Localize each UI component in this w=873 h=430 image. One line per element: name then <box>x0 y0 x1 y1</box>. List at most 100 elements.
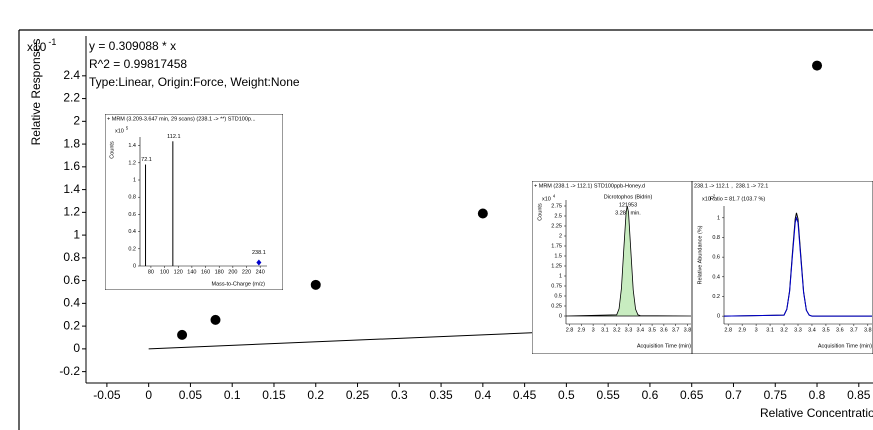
x-tick-label: 0.15 <box>262 388 286 402</box>
y-axis-label: Counts <box>109 141 115 159</box>
y-tick-label: 1.5 <box>554 253 562 259</box>
y-multiplier-exponent: 5 <box>126 126 129 131</box>
x-tick-label: 0.6 <box>642 388 659 402</box>
y-multiplier-exponent: 4 <box>553 194 556 199</box>
y-multiplier: x10 <box>542 196 551 202</box>
y-tick-label: -0.2 <box>59 364 80 378</box>
data-point <box>177 329 188 340</box>
x-tick-label: 3.7 <box>672 328 680 334</box>
precursor-label: 238.1 <box>252 250 266 256</box>
y-tick-label: 2.5 <box>554 213 562 219</box>
data-point <box>812 60 823 71</box>
x-tick-label: 0.65 <box>680 388 704 402</box>
y-tick-label: 0.6 <box>128 212 136 218</box>
x-axis-label: Relative Concentration <box>760 406 873 420</box>
y-tick-label: 0.2 <box>63 318 80 332</box>
chart-title: + MRM (238.1 -> 112.1) STD100ppb-Honey.d <box>534 183 645 189</box>
x-tick-label: 100 <box>160 270 169 276</box>
y-axis-label: Relative Responses <box>29 39 43 146</box>
x-tick-label: 0.25 <box>346 388 370 402</box>
chromatogram-line <box>723 215 872 317</box>
legend-separator: , <box>731 183 733 189</box>
y-tick-label: 1 <box>133 177 136 183</box>
y-tick-label: 1.8 <box>63 136 80 150</box>
data-point <box>310 279 321 290</box>
peak-label: 112.1 <box>167 134 180 140</box>
y-tick-label: 2 <box>73 113 80 127</box>
inset-chart: 2.8 2.9 3 3.1 3.2 3.3 3.4 3.5 3.6 3.7 3.8 0 0.2 0.4 0.… <box>692 181 873 354</box>
y-tick-label: 1 <box>559 273 562 279</box>
x-tick-label: 140 <box>187 270 196 276</box>
legend-entry: 238.1 -> 112.1 <box>694 183 729 189</box>
y-tick-label: 0.25 <box>551 303 562 309</box>
x-tick-label: 3.6 <box>836 328 844 334</box>
y-tick-label: 2.25 <box>551 223 562 229</box>
x-tick-label: 3.2 <box>780 328 788 334</box>
x-tick-label: 3.1 <box>601 328 609 334</box>
inset-box <box>532 181 692 354</box>
y-tick-label: 1.4 <box>128 143 136 149</box>
x-tick-label: 240 <box>256 270 265 276</box>
y-tick-label: 1.75 <box>551 243 562 249</box>
legend-entry: 238.1 -> 72.1 <box>736 183 769 189</box>
x-tick-label: 0.5 <box>558 388 575 402</box>
y-tick-label: 2.4 <box>63 68 80 82</box>
y-multiplier-exponent: -1 <box>48 37 56 47</box>
inset-chart: 80 100 120 140 160 180 200 220 240 0 0.2 0.4 0.6 0.8 1… <box>105 114 283 290</box>
y-tick-label: 1.2 <box>128 160 136 166</box>
y-tick-label: 0.4 <box>63 296 80 310</box>
y-tick-label: 1.4 <box>63 182 80 196</box>
x-tick-label: 220 <box>242 270 251 276</box>
x-tick-label: 3.5 <box>822 328 830 334</box>
x-tick-label: 80 <box>148 270 154 276</box>
y-tick-label: 0.6 <box>712 255 720 261</box>
x-tick-label: 2.9 <box>578 328 586 334</box>
y-tick-label: 0 <box>559 313 562 319</box>
x-tick-label: 0.4 <box>474 388 491 402</box>
y-axis-label: Counts <box>537 203 543 221</box>
y-tick-label: 0.4 <box>712 274 720 280</box>
x-tick-label: 3.6 <box>660 328 668 334</box>
y-multiplier: x10 <box>702 196 711 202</box>
y-tick-label: 0.5 <box>554 293 562 299</box>
x-tick-label: 0 <box>145 388 152 402</box>
y-tick-label: 0.2 <box>712 294 720 300</box>
x-tick-label: 3 <box>592 328 595 334</box>
chart-title: + MRM (3.209-3.647 min, 29 scans) (238.1… <box>107 116 256 122</box>
x-tick-label: 3.8 <box>864 328 872 334</box>
y-tick-label: 0.8 <box>712 235 720 241</box>
x-tick-label: 3.7 <box>850 328 858 334</box>
x-tick-label: 180 <box>215 270 224 276</box>
y-multiplier: x10 <box>27 40 47 54</box>
x-tick-label: 3.2 <box>613 328 621 334</box>
y-tick-label: 2 <box>559 233 562 239</box>
y-tick-label: 0 <box>133 263 136 269</box>
peak-label: 72.1 <box>141 157 152 163</box>
x-tick-label: 3.5 <box>648 328 656 334</box>
x-tick-label: 0.7 <box>725 388 742 402</box>
y-tick-label: 0 <box>73 341 80 355</box>
x-tick-label: 3.4 <box>808 328 816 334</box>
y-tick-label: 0.8 <box>63 250 80 264</box>
x-tick-label: 0.75 <box>764 388 788 402</box>
x-tick-label: 0.1 <box>224 388 241 402</box>
x-axis-label: Acquisition Time (min) <box>637 343 691 349</box>
x-tick-label: 0.55 <box>596 388 620 402</box>
annotation: 121953 <box>619 202 637 208</box>
x-tick-label: 0.8 <box>809 388 826 402</box>
x-axis-label: Acquisition Time (min) <box>818 343 872 349</box>
y-multiplier-exponent: 2 <box>713 194 716 199</box>
y-tick-label: 1.25 <box>551 263 562 269</box>
y-tick-label: 1.2 <box>63 205 80 219</box>
y-tick-label: 0.6 <box>63 273 80 287</box>
y-multiplier: x10 <box>115 128 124 134</box>
x-axis-label: Mass-to-Charge (m/z) <box>212 281 266 287</box>
x-tick-label: 0.3 <box>391 388 408 402</box>
x-tick-label: 0.45 <box>513 388 537 402</box>
annotation: Ratio = 81.7 (103.7 %) <box>710 196 765 202</box>
y-axis-label: Relative Abundance (%) <box>697 225 703 284</box>
inset-chart: 2.8 2.9 3 3.1 3.2 3.3 3.4 3.5 3.6 3.7 3.8 0 0.25 0.5 0… <box>532 181 692 354</box>
chart-title: Imidacloprid - 5 Levels, 5 Levels Used, … <box>2 5 377 19</box>
